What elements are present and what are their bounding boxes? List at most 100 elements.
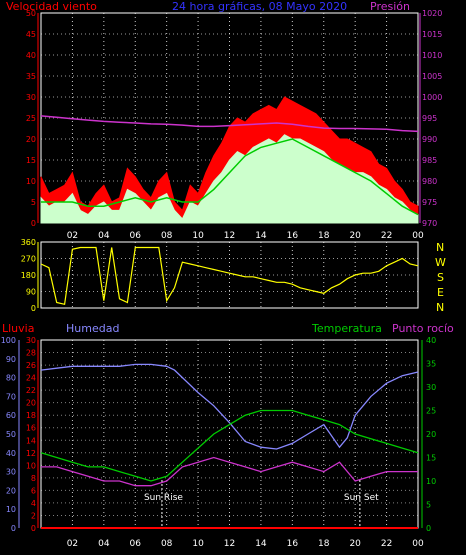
rain-tick-label: 16	[26, 424, 36, 433]
x-tick-label-top: 12	[224, 231, 235, 241]
pressure-tick-label: 1000	[422, 93, 442, 102]
temperature-tick-label: 40	[426, 336, 436, 345]
pressure-tick-label: 995	[422, 114, 437, 123]
rain-tick-label: 26	[26, 361, 36, 370]
temperature-tick-label: 5	[426, 501, 431, 510]
rain-tick-label: 2	[31, 511, 36, 520]
rain-title: Lluvia	[2, 322, 34, 335]
pressure-tick-label: 1020	[422, 9, 442, 18]
rain-tick-label: 28	[26, 349, 36, 358]
rain-tick-label: 6	[31, 486, 36, 495]
x-tick-label-bottom: 02	[67, 539, 78, 549]
temperature-tick-label: 25	[426, 407, 436, 416]
wind-trend-line	[41, 138, 419, 216]
compass-letter-n-bottom: N	[436, 301, 444, 314]
compass-letter-s: S	[437, 271, 444, 284]
compass-letter-n-top: N	[436, 241, 444, 254]
wind-average-area	[40, 134, 419, 224]
wind-speed-tick-label: 45	[26, 30, 36, 39]
x-tick-label-top: 06	[130, 231, 142, 241]
wind-speed-tick-label: 15	[26, 156, 36, 165]
wind-speed-tick-label: 5	[31, 198, 36, 207]
temperature-tick-label: 10	[426, 477, 436, 486]
x-tick-label-top: 18	[318, 231, 330, 241]
rain-tick-label: 8	[31, 474, 36, 483]
humidity-tick-label: 0	[11, 524, 16, 533]
x-tick-label-top: 08	[161, 231, 173, 241]
x-tick-label-bottom: 00	[412, 539, 424, 549]
humidity-line	[40, 363, 419, 450]
humidity-title: Humedad	[66, 322, 119, 335]
humidity-tick-label: 100	[1, 336, 16, 345]
sunrise-label: Sun Rise	[144, 493, 183, 503]
temperature-tick-label: 35	[426, 360, 436, 369]
pressure-tick-label: 1015	[422, 30, 442, 39]
wind-direction-tick-label: 270	[21, 255, 36, 264]
humidity-tick-label: 10	[6, 505, 16, 514]
humidity-tick-label: 30	[6, 468, 16, 477]
humidity-tick-label: 60	[6, 411, 16, 420]
x-tick-label-top: 14	[255, 231, 267, 241]
x-tick-label-bottom: 06	[130, 539, 142, 549]
dewpoint-title: Punto rocío	[392, 322, 454, 335]
rain-tick-label: 4	[31, 499, 36, 508]
compass-letter-e: E	[437, 286, 444, 299]
temperature-tick-label: 20	[426, 430, 436, 439]
x-tick-label-top: 20	[349, 231, 361, 241]
x-tick-label-top: 10	[192, 231, 204, 241]
pressure-tick-label: 980	[422, 177, 437, 186]
rain-tick-label: 20	[26, 399, 36, 408]
humidity-tick-label: 50	[6, 430, 16, 439]
wind-direction-tick-label: 180	[21, 271, 36, 280]
sunset-label: Sun Set	[344, 493, 379, 503]
compass-letter-w: W	[435, 256, 446, 269]
x-tick-label-top: 02	[67, 231, 78, 241]
rain-tick-label: 12	[26, 449, 36, 458]
rain-tick-label: 10	[26, 461, 36, 470]
wind-speed-tick-label: 20	[26, 135, 36, 144]
wind-speed-tick-label: 35	[26, 72, 36, 81]
wind-speed-tick-label: 50	[26, 9, 36, 18]
x-tick-label-top: 00	[412, 231, 424, 241]
wind-direction-tick-label: 360	[21, 238, 36, 247]
humidity-tick-label: 90	[6, 355, 16, 364]
x-tick-label-top: 16	[287, 231, 299, 241]
dewpoint-line	[41, 456, 418, 487]
x-tick-label-top: 22	[381, 231, 392, 241]
x-tick-label-bottom: 22	[381, 539, 392, 549]
pressure-tick-label: 1010	[422, 51, 442, 60]
humidity-tick-label: 20	[6, 486, 16, 495]
x-tick-label-bottom: 16	[287, 539, 299, 549]
rain-tick-label: 0	[31, 524, 36, 533]
pressure-tick-label: 1005	[422, 72, 442, 81]
wind-speed-tick-label: 0	[31, 219, 36, 228]
x-tick-label-bottom: 14	[255, 539, 267, 549]
rain-tick-label: 18	[26, 411, 36, 420]
x-tick-label-bottom: 10	[192, 539, 204, 549]
wind-speed-tick-label: 25	[26, 114, 36, 123]
x-tick-label-bottom: 04	[98, 539, 110, 549]
x-tick-label-bottom: 20	[349, 539, 361, 549]
rain-tick-label: 22	[26, 386, 36, 395]
x-tick-label-top: 04	[98, 231, 110, 241]
chart-title: 24 hora gráficas, 08 Mayo 2020	[172, 0, 347, 13]
wind-direction-tick-label: 0	[31, 304, 36, 313]
rain-tick-label: 30	[26, 336, 36, 345]
wind-speed-tick-label: 10	[26, 177, 36, 186]
wind-speed-tick-label: 40	[26, 51, 36, 60]
pressure-tick-label: 985	[422, 156, 437, 165]
humidity-tick-label: 40	[6, 449, 16, 458]
wind-speed-tick-label: 30	[26, 93, 36, 102]
humidity-tick-label: 80	[6, 374, 16, 383]
temperature-tick-label: 15	[426, 454, 436, 463]
x-tick-label-bottom: 18	[318, 539, 330, 549]
wind-speed-title: Velocidad viento	[6, 0, 97, 13]
temperature-tick-label: 0	[426, 524, 431, 533]
x-tick-label-bottom: 08	[161, 539, 173, 549]
temperature-tick-label: 30	[426, 383, 436, 392]
temperature-line	[40, 409, 419, 482]
pressure-line	[40, 115, 419, 133]
pressure-tick-label: 990	[422, 135, 437, 144]
temperature-title: Temperatura	[311, 322, 382, 335]
